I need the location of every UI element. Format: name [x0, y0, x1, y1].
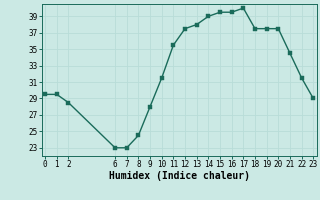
X-axis label: Humidex (Indice chaleur): Humidex (Indice chaleur) [109, 171, 250, 181]
